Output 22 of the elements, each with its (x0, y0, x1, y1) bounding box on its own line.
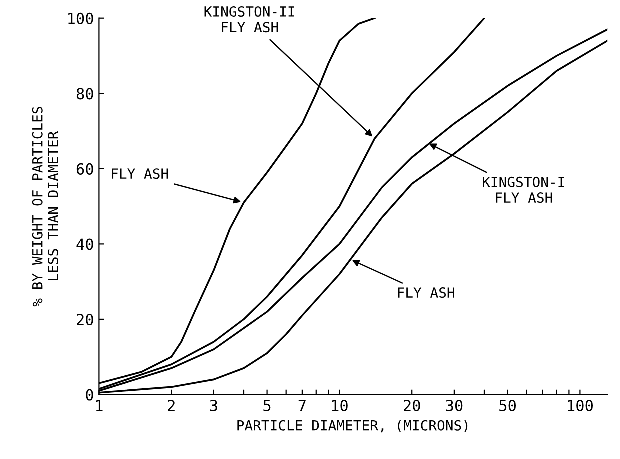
x-tick-label: 3 (210, 400, 218, 412)
x-tick-label: 7 (298, 400, 306, 412)
x-tick-label: 5 (264, 400, 271, 412)
x-tick-label: 10 (332, 400, 348, 412)
x-tick-label: 100 (568, 400, 594, 412)
x-tick-label: 1 (96, 400, 103, 412)
x-tick-label: 30 (446, 400, 463, 412)
annotation: FLY ASH (398, 288, 454, 298)
annotation: FLY ASH (112, 168, 168, 180)
y-tick-label: 80 (76, 88, 94, 100)
x-tick-label: 20 (404, 400, 420, 412)
annotation: KINGSTON-II FLY ASH (204, 6, 294, 33)
y-tick-label: 20 (77, 314, 94, 326)
y-tick-label: 40 (76, 238, 94, 250)
y-axis-title: % BY WEIGHT OF PARTICLES LESS THAN DIAMETER (32, 107, 58, 307)
y-tick-label: 60 (76, 163, 94, 175)
y-tick-label: 100 (68, 12, 94, 24)
annotation: KINGSTON-I FLY ASH (483, 176, 564, 204)
x-tick-label: 2 (168, 400, 175, 412)
y-tick-label: 0 (86, 389, 94, 401)
x-axis-title: PARTICLE DIAMETER, (MICRONS) (238, 420, 468, 433)
x-tick-label: 50 (500, 400, 516, 412)
